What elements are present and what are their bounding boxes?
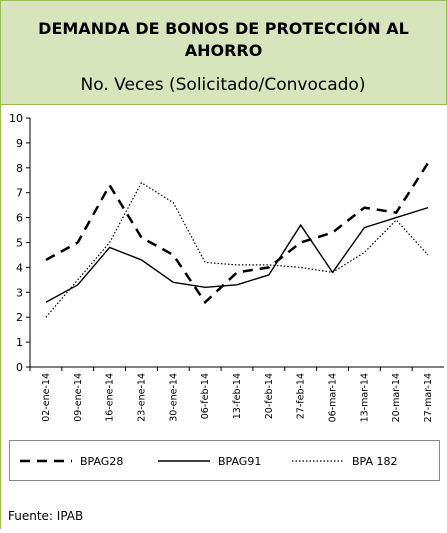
chart-title: DEMANDA DE BONOS DE PROTECCIÓN AL AHORRO bbox=[38, 19, 409, 60]
x-tick-label: 30-ene-14 bbox=[168, 373, 179, 422]
x-tick-label: 06-mar-14 bbox=[328, 373, 339, 422]
y-tick-label: 2 bbox=[16, 311, 23, 324]
y-tick-label: 7 bbox=[16, 187, 23, 200]
x-tick-label: 27-mar-14 bbox=[423, 373, 434, 422]
y-tick-label: 8 bbox=[16, 162, 23, 175]
legend-label: BPA 182 bbox=[352, 455, 398, 468]
x-tick-label: 06-feb-14 bbox=[200, 373, 211, 419]
y-tick-label: 4 bbox=[16, 261, 23, 274]
x-tick-label: 02-ene-14 bbox=[41, 373, 52, 422]
y-tick-label: 3 bbox=[16, 286, 23, 299]
title-wrap: DEMANDA DE BONOS DE PROTECCIÓN AL AHORRO bbox=[38, 19, 409, 60]
y-tick-label: 9 bbox=[16, 137, 23, 150]
chart-subtitle: No. Veces (Solicitado/Convocado) bbox=[81, 75, 366, 95]
x-tick-label: 16-ene-14 bbox=[105, 373, 116, 422]
source: Fuente: IPAB bbox=[8, 509, 83, 523]
y-tick-label: 6 bbox=[16, 212, 23, 225]
x-tick-label: 27-feb-14 bbox=[296, 373, 307, 419]
x-tick-label: 20-mar-14 bbox=[391, 373, 402, 422]
series-line bbox=[45, 181, 429, 318]
legend-label: BPAG91 bbox=[218, 455, 261, 468]
legend-box bbox=[9, 440, 440, 481]
x-tick-label: 09-ene-14 bbox=[73, 373, 84, 422]
y-tick-label: 1 bbox=[16, 336, 23, 349]
header-box bbox=[0, 0, 447, 105]
legend-label: BPAG28 bbox=[80, 455, 123, 468]
y-tick-label: 0 bbox=[16, 361, 23, 374]
x-tick-label: 13-mar-14 bbox=[359, 373, 370, 422]
series-line bbox=[45, 206, 429, 303]
x-tick-label: 13-feb-14 bbox=[232, 373, 243, 419]
x-tick-label: 23-ene-14 bbox=[136, 373, 147, 422]
y-tick-label: 5 bbox=[16, 237, 23, 250]
x-tick-label: 20-feb-14 bbox=[264, 373, 275, 419]
y-tick-label: 10 bbox=[9, 112, 23, 125]
series-line bbox=[45, 162, 430, 305]
